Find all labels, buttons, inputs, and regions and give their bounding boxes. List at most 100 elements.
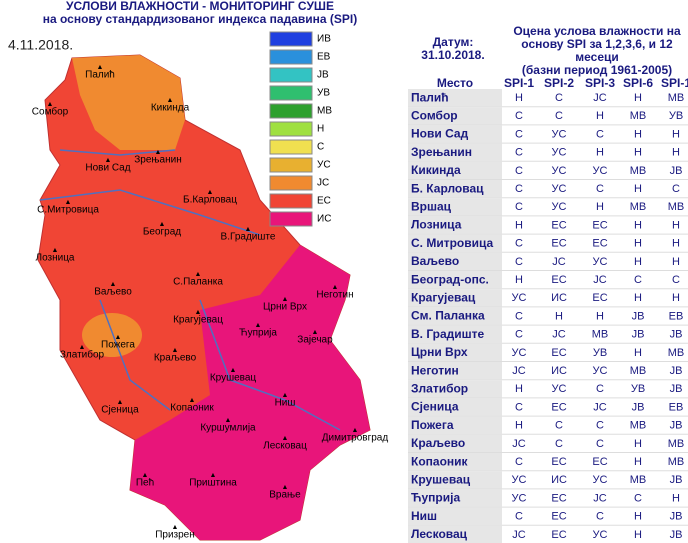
cell-value: Н xyxy=(634,128,642,140)
table-caption: месеци xyxy=(575,50,619,64)
cell-value: С xyxy=(596,128,604,140)
cell-value: С xyxy=(596,383,604,395)
row-bg xyxy=(408,107,502,125)
row-bg xyxy=(408,453,502,471)
city-label: Београд xyxy=(143,227,181,238)
city-marker: ▲ xyxy=(47,101,54,108)
cell-value: УС xyxy=(552,383,567,395)
cell-value: С xyxy=(596,438,604,450)
cell-value: ЕВ xyxy=(669,310,684,322)
city-label: Врање xyxy=(269,490,301,501)
legend-swatch xyxy=(269,193,313,209)
map-labels: ▲Палић▲Сомбор▲Кикинда▲Нови Сад▲Зрењанин▲… xyxy=(32,64,389,541)
place-name: Б. Карловац xyxy=(411,181,484,195)
city-marker: ▲ xyxy=(110,281,117,288)
cell-value: С xyxy=(515,183,523,195)
column-header: SPI-2 xyxy=(544,76,574,90)
cell-value: ЈС xyxy=(593,274,607,286)
cell-value: УС xyxy=(552,183,567,195)
cell-value: УС xyxy=(552,165,567,177)
legend-label: С xyxy=(317,142,324,153)
cell-value: МВ xyxy=(630,165,647,177)
city-marker: ▲ xyxy=(159,221,166,228)
legend-label: ИС xyxy=(317,214,331,225)
cell-value: С xyxy=(515,329,523,341)
cell-value: ЈС xyxy=(512,365,526,377)
legend-label: МВ xyxy=(317,106,332,117)
table-caption: Оцена услова влажности на xyxy=(513,24,681,38)
cell-value: УС xyxy=(593,365,608,377)
city-label: Ваљево xyxy=(94,287,132,298)
dry-region xyxy=(72,55,185,150)
cell-value: Н xyxy=(634,147,642,159)
place-name: Неготин xyxy=(411,363,459,377)
place-name: Копаоник xyxy=(411,454,469,468)
legend-label: ЕС xyxy=(317,196,331,207)
cell-value: Н xyxy=(515,92,523,104)
row-bg xyxy=(408,198,502,216)
cell-value: ЕС xyxy=(551,492,566,504)
dry-region xyxy=(82,313,142,357)
cell-value: С xyxy=(515,401,523,413)
city-marker: ▲ xyxy=(312,329,319,336)
city-marker: ▲ xyxy=(172,524,179,531)
cell-value: МВ xyxy=(668,201,685,213)
legend-label: ЈС xyxy=(317,178,329,189)
place-name: Кикинда xyxy=(411,163,461,177)
city-marker: ▲ xyxy=(282,435,289,442)
cell-value: С xyxy=(672,274,680,286)
legend-swatch xyxy=(269,67,313,83)
cell-value: ЈС xyxy=(512,529,526,541)
cell-value: С xyxy=(596,420,604,432)
city-label: Куршумлија xyxy=(200,423,256,434)
river xyxy=(39,149,341,431)
place-name: Сомбор xyxy=(411,108,458,122)
place-name: Лозница xyxy=(411,218,462,232)
cell-value: Н xyxy=(634,438,642,450)
cell-value: Н xyxy=(515,383,523,395)
table-caption: (базни период 1961-2005) xyxy=(522,63,672,77)
place-name: Крушевац xyxy=(411,472,471,486)
city-label: Сомбор xyxy=(32,106,69,118)
city-label: Б.Карловац xyxy=(183,195,237,206)
cell-value: УВ xyxy=(593,347,607,359)
cell-value: Н xyxy=(596,147,604,159)
row-bg xyxy=(408,416,502,434)
city-marker: ▲ xyxy=(195,309,202,316)
cell-value: МВ xyxy=(630,420,647,432)
cell-value: ЈВ xyxy=(632,310,645,322)
cell-value: С xyxy=(555,110,563,122)
place-name: Ваљево xyxy=(411,254,459,268)
city-label: Лозница xyxy=(36,253,75,264)
legend-swatch xyxy=(269,139,313,155)
row-bg xyxy=(408,271,502,289)
cell-value: ЈВ xyxy=(670,511,683,523)
cell-value: ЕС xyxy=(551,219,566,231)
place-name: В. Градиште xyxy=(411,327,485,341)
place-name: Пожега xyxy=(411,418,454,432)
place-name: Вршац xyxy=(411,199,452,213)
cell-value: Н xyxy=(672,219,680,231)
city-label: В.Градиште xyxy=(221,232,276,243)
city-label: Нови Сад xyxy=(85,163,130,174)
cell-value: Н xyxy=(634,256,642,268)
cell-value: ЈС xyxy=(593,492,607,504)
city-marker: ▲ xyxy=(210,472,217,479)
legend-swatch xyxy=(269,49,313,65)
city-label: Крагујевац xyxy=(173,315,223,326)
city-marker: ▲ xyxy=(142,472,149,479)
cell-value: ИС xyxy=(551,365,567,377)
city-marker: ▲ xyxy=(115,334,122,341)
city-label: Димитровград xyxy=(322,433,389,444)
city-label: Неготин xyxy=(316,290,353,301)
cell-value: ЕС xyxy=(592,219,607,231)
extreme-region xyxy=(130,245,370,540)
cell-value: МВ xyxy=(630,110,647,122)
cell-value: УС xyxy=(593,529,608,541)
cell-value: С xyxy=(515,110,523,122)
place-name: Београд-опс. xyxy=(411,272,489,286)
city-label: Приштина xyxy=(189,478,237,489)
place-name: Златибор xyxy=(411,381,468,395)
cell-value: УС xyxy=(593,474,608,486)
